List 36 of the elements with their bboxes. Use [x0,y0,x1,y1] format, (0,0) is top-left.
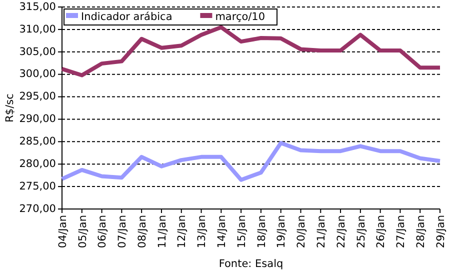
y-tick-label: 270,00 [19,202,56,215]
x-tick-label: 18/Jan [256,215,268,248]
y-tick-label: 275,00 [19,180,56,192]
x-tick-label: 11/Jan [156,215,168,248]
x-tick-label: 19/Jan [276,215,288,248]
x-tick-label: 08/Jan [136,215,148,248]
x-tick-label: 06/Jan [96,215,109,248]
x-tick-label: 22/Jan [335,215,348,248]
x-tick-label: 28/Jan [414,215,427,248]
x-tick-label: 14/Jan [216,215,228,248]
legend-label: Indicador arábica [81,10,172,23]
line-series [60,141,442,182]
legend-label: março/10 [215,10,266,23]
y-tick-label: 285,00 [19,136,56,148]
x-tick-label: 13/Jan [196,215,208,248]
y-tick-label: 290,00 [19,113,56,126]
x-tick-label: 07/Jan [116,215,129,248]
x-tick-label: 15/Jan [236,215,248,248]
x-tick-label: 26/Jan [375,215,388,248]
y-tick-label: 310,00 [19,23,56,36]
y-axis-title: R$/sc [4,93,16,122]
y-tick-label: 315,00 [19,0,56,13]
x-tick-label: 20/Jan [296,215,308,248]
x-tick-label: 29/Jan [434,215,447,248]
x-tick-label: 27/Jan [395,215,408,248]
y-tick-label: 280,00 [19,158,56,170]
y-tick-label: 300,00 [19,68,56,80]
y-tick-label: 295,00 [19,90,56,103]
source-note: Fonte: Esalq [218,258,284,270]
x-tick-label: 04/Jan [56,215,69,248]
x-tick-label: 12/Jan [176,215,188,248]
x-tick-label: 21/Jan [316,215,328,248]
x-tick-label: 05/Jan [76,215,89,248]
y-tick-label: 305,00 [19,46,56,58]
x-tick-label: 25/Jan [355,215,368,248]
line-series [60,25,442,78]
